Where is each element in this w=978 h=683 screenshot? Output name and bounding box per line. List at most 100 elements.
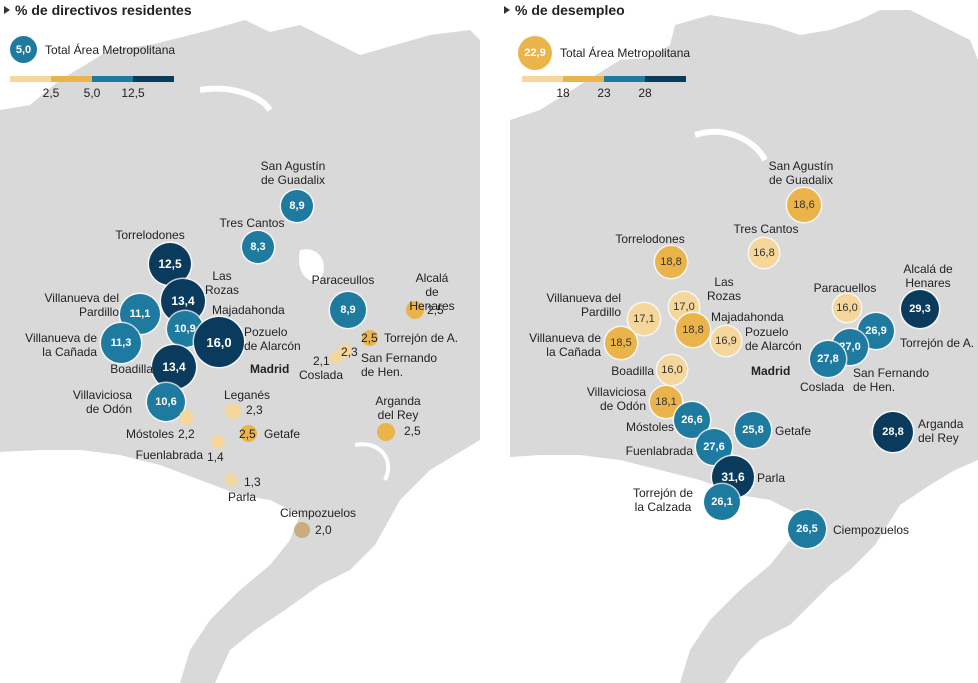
label-coslada: Coslada — [800, 380, 845, 394]
label-torrejon-ardoz: Torrejón de A. — [384, 331, 459, 345]
bubble-ciempozuelos: 26,5 — [788, 510, 826, 548]
bubble-villaviciosa: 18,1 — [650, 386, 682, 418]
label-villanueva-canada: Villanueva de la Cañada — [25, 331, 97, 359]
bubble-san-fernando — [338, 344, 352, 358]
bubble-coslada: 27,8 — [810, 341, 846, 377]
label-ciempozuelos: Ciempozuelos — [833, 523, 910, 537]
label-villanueva-pardillo: Villanueva del Pardillo — [44, 291, 119, 319]
bullet-arrow-icon — [4, 6, 10, 14]
panel-title-text: % de desempleo — [515, 2, 625, 18]
label-torrejon-calzada: Torrejón de la Calzada — [632, 486, 694, 514]
label-las-rozas: Las Rozas — [204, 269, 240, 297]
legend-segment-3 — [92, 76, 133, 82]
bubble-boadilla: 13,4 — [152, 345, 196, 389]
bubble-villanueva-pardillo: 17,1 — [628, 303, 660, 335]
value-parla: 1,3 — [244, 475, 261, 489]
panel-title: % de desempleo — [504, 2, 625, 18]
value-mostoles: 2,2 — [178, 427, 195, 441]
total-circle: 5,0 — [10, 36, 37, 63]
bubble-leganes — [225, 403, 241, 419]
bubble-villanueva-canada: 11,3 — [101, 323, 141, 363]
bubble-pozuelo: 16,0 — [194, 317, 244, 367]
bubble-villanueva-canada: 18,5 — [605, 327, 637, 359]
label-torrelodones: Torrelodones — [115, 228, 185, 242]
label-madrid: Madrid — [250, 362, 290, 376]
label-leganes: Leganés — [224, 388, 271, 402]
legend-tick-2: 23 — [597, 86, 611, 100]
value-torrejon-ardoz: 2,5 — [361, 331, 378, 345]
bubble-arganda — [377, 423, 395, 441]
label-alcala: Alcalá de Henares — [409, 271, 455, 313]
value-leganes: 2,3 — [246, 403, 263, 417]
legend-segment-4 — [645, 76, 686, 82]
value-fuenlabrada: 1,4 — [207, 450, 224, 464]
bubble-tres-cantos: 16,8 — [749, 238, 779, 268]
map-panel-desempleo: % de desempleo 22,9 Total Área Metropoli… — [500, 0, 978, 683]
legend-segment-1 — [522, 76, 563, 82]
label-arganda: Arganda del Rey — [375, 394, 421, 422]
bubble-majadahonda: 18,8 — [676, 313, 710, 347]
total-circle: 22,9 — [518, 36, 552, 70]
label-tres-cantos: Tres Cantos — [219, 216, 285, 230]
bubble-getafe: 25,8 — [735, 412, 771, 448]
value-alcala: 2,5 — [427, 303, 444, 317]
bubble-san-agustin: 18,6 — [787, 188, 821, 222]
label-torrelodones: Torrelodones — [615, 232, 685, 246]
label-getafe: Getafe — [264, 427, 301, 441]
label-arganda: Arganda del Rey — [918, 417, 964, 445]
bubble-boadilla: 16,0 — [657, 355, 687, 385]
legend-segment-3 — [604, 76, 645, 82]
label-parla: Parla — [228, 490, 257, 504]
value-coslada: 2,1 — [313, 354, 330, 368]
total-metro-indicator: 22,9 Total Área Metropolitana — [518, 36, 690, 70]
bubble-torrejon-ardoz — [362, 330, 378, 346]
bubble-getafe — [240, 425, 257, 442]
bubble-parla — [225, 474, 237, 486]
label-mostoles: Móstoles — [625, 420, 674, 434]
legend-segment-4 — [133, 76, 174, 82]
bubble-mostoles — [179, 410, 194, 425]
label-fuenlabrada: Fuenlabrada — [625, 444, 693, 458]
bubble-ciempozuelos — [294, 522, 310, 538]
label-boadilla: Boadilla — [110, 362, 153, 376]
legend-tick-3: 28 — [638, 86, 652, 100]
panel-title-text: % de directivos residentes — [15, 2, 192, 18]
label-alcala: Alcalá de Henares — [903, 262, 953, 290]
bullet-arrow-icon — [504, 6, 510, 14]
bubble-arganda: 28,8 — [873, 412, 913, 452]
label-villaviciosa: Villaviciosa de Odón — [586, 385, 646, 413]
bubble-torrelodones: 18,8 — [655, 246, 687, 278]
value-san-fernando: 2,3 — [341, 345, 358, 359]
label-fuenlabrada: Fuenlabrada — [135, 448, 203, 462]
value-ciempozuelos: 2,0 — [315, 523, 332, 537]
bubble-san-agustin: 8,9 — [281, 190, 313, 222]
bubble-villaviciosa: 10,6 — [147, 383, 185, 421]
bubble-alcala: 29,3 — [901, 290, 939, 328]
map-panel-directivos: % de directivos residentes 5,0 Total Áre… — [0, 0, 480, 683]
bubble-torrelodones: 12,5 — [149, 243, 191, 285]
label-torrejon-ardoz: Torrejón de A. — [900, 336, 975, 350]
label-paracuellos: Paraceullos — [311, 273, 375, 287]
label-madrid: Madrid — [751, 364, 791, 378]
bubble-fuenlabrada — [211, 435, 225, 449]
legend-tick-3: 12,5 — [121, 86, 145, 100]
label-pozuelo: Pozuelo de Alarcón — [745, 325, 802, 353]
legend-segment-2 — [563, 76, 604, 82]
label-ciempozuelos: Ciempozuelos — [279, 506, 357, 520]
panel-title: % de directivos residentes — [4, 2, 192, 18]
total-label: Total Área Metropolitana — [560, 46, 691, 60]
legend-tick-1: 18 — [556, 86, 570, 100]
legend-segment-1 — [10, 76, 51, 82]
color-scale-legend: 18 23 28 — [522, 76, 692, 100]
legend-tick-1: 2,5 — [42, 86, 60, 100]
color-scale-legend: 2,5 5,0 12,5 — [10, 76, 180, 100]
label-paracuellos: Paracuellos — [813, 281, 877, 295]
bubble-paracuellos: 16,0 — [833, 294, 861, 322]
legend-segment-2 — [51, 76, 92, 82]
label-san-agustin: San Agustín de Guadalix — [768, 159, 834, 187]
value-arganda: 2,5 — [404, 424, 421, 438]
label-majadahonda: Majadahonda — [711, 310, 784, 324]
region-map-background — [510, 10, 978, 683]
label-parla: Parla — [757, 471, 786, 485]
label-mostoles: Móstoles — [125, 427, 174, 441]
